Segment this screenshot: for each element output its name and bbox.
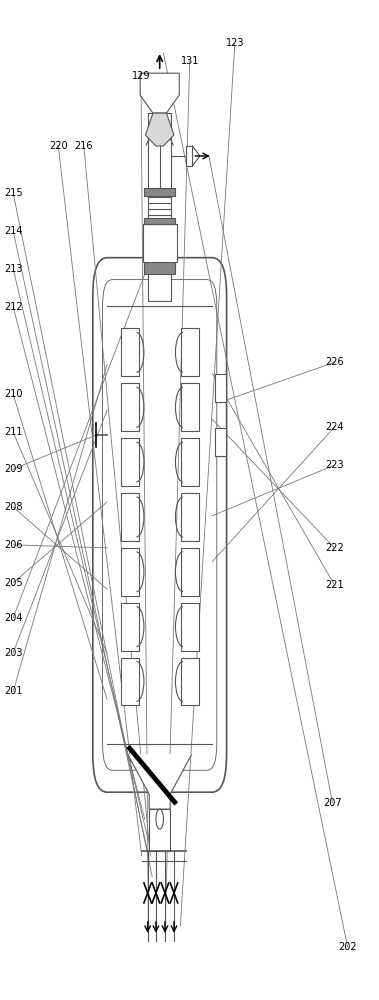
Bar bbox=[181, 658, 199, 705]
Text: 221: 221 bbox=[325, 580, 344, 590]
Text: 220: 220 bbox=[49, 141, 67, 151]
Text: 211: 211 bbox=[4, 427, 22, 437]
Text: 207: 207 bbox=[323, 798, 342, 808]
Text: 224: 224 bbox=[325, 422, 344, 432]
Bar bbox=[181, 493, 199, 541]
Text: 214: 214 bbox=[4, 226, 22, 236]
Text: 205: 205 bbox=[4, 578, 22, 588]
Text: 215: 215 bbox=[4, 188, 22, 198]
Text: 204: 204 bbox=[4, 613, 22, 623]
Text: 226: 226 bbox=[325, 357, 344, 367]
Text: 206: 206 bbox=[4, 540, 22, 550]
Bar bbox=[181, 603, 199, 651]
FancyBboxPatch shape bbox=[93, 258, 227, 792]
Bar bbox=[181, 328, 199, 376]
Bar bbox=[215, 374, 226, 402]
Bar bbox=[121, 383, 139, 431]
Text: 222: 222 bbox=[325, 543, 344, 553]
Text: 202: 202 bbox=[338, 942, 357, 952]
Bar bbox=[148, 271, 171, 301]
PathPatch shape bbox=[146, 113, 174, 146]
Bar bbox=[149, 809, 170, 851]
Bar bbox=[121, 493, 139, 541]
Text: 210: 210 bbox=[4, 389, 22, 399]
Bar bbox=[121, 328, 139, 376]
PathPatch shape bbox=[140, 73, 179, 113]
Text: 213: 213 bbox=[4, 264, 22, 274]
Bar bbox=[148, 194, 171, 224]
Bar bbox=[181, 548, 199, 596]
Bar bbox=[121, 548, 139, 596]
Text: 123: 123 bbox=[226, 38, 244, 48]
Text: 209: 209 bbox=[4, 464, 22, 474]
Text: 212: 212 bbox=[4, 302, 22, 312]
Bar bbox=[121, 438, 139, 486]
Bar bbox=[148, 113, 171, 188]
Text: 201: 201 bbox=[4, 686, 22, 696]
PathPatch shape bbox=[128, 754, 192, 809]
Bar bbox=[186, 146, 193, 166]
Bar bbox=[215, 428, 226, 456]
Text: 203: 203 bbox=[4, 648, 22, 658]
Bar bbox=[121, 603, 139, 651]
Text: 223: 223 bbox=[325, 460, 344, 470]
FancyBboxPatch shape bbox=[103, 280, 217, 770]
Bar bbox=[181, 383, 199, 431]
Bar bbox=[144, 218, 175, 224]
Circle shape bbox=[156, 809, 163, 829]
Bar bbox=[144, 262, 175, 274]
Bar bbox=[144, 188, 175, 196]
Text: 208: 208 bbox=[4, 502, 22, 512]
Text: 131: 131 bbox=[180, 56, 199, 66]
Text: 216: 216 bbox=[75, 141, 93, 151]
Text: 129: 129 bbox=[132, 71, 150, 81]
Bar bbox=[143, 224, 177, 262]
Bar bbox=[181, 438, 199, 486]
Bar bbox=[121, 658, 139, 705]
